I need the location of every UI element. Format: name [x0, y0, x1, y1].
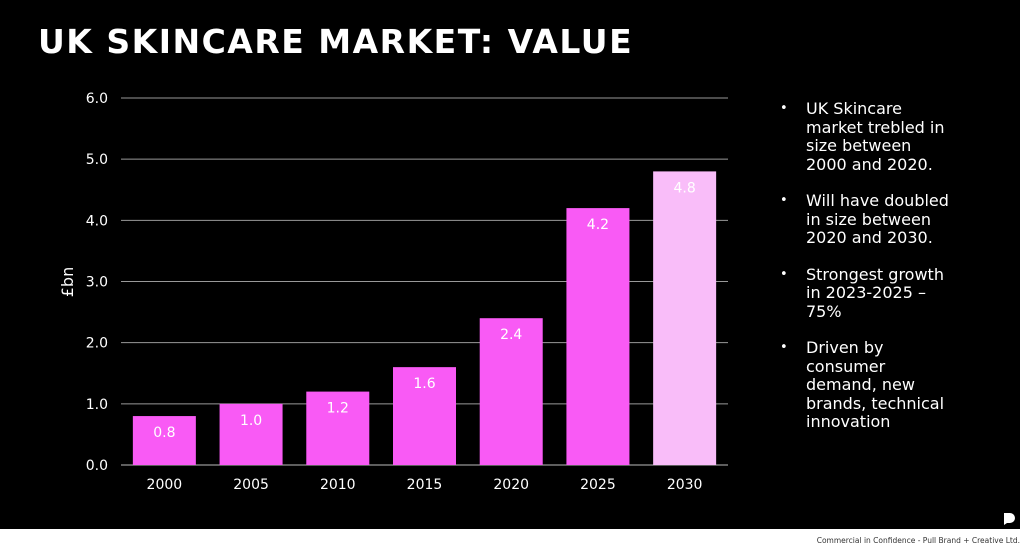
data-label: 1.0 — [240, 413, 262, 429]
y-tick-label: 4.0 — [86, 213, 108, 229]
slide: UK SKINCARE MARKET: VALUE 0.0 1.0 2.0 3.0 4.… — [0, 0, 1020, 529]
bullet-item: Strongest growth in 2023-2025 – 75% — [780, 265, 950, 322]
bullet-item: Will have doubled in size between 2020 a… — [780, 191, 950, 248]
y-axis-label: £bn — [58, 267, 77, 297]
data-label: 4.2 — [587, 217, 609, 233]
data-label: 0.8 — [153, 425, 175, 441]
y-tick-label: 6.0 — [86, 91, 108, 107]
x-tick-label: 2005 — [233, 477, 269, 493]
y-tick-label: 1.0 — [86, 397, 108, 413]
y-tick-label: 5.0 — [86, 152, 108, 168]
x-tick-label: 2010 — [320, 477, 356, 493]
y-tick-label: 0.0 — [86, 458, 108, 474]
bar — [393, 367, 456, 465]
bar-chart: 0.0 1.0 2.0 3.0 4.0 5.0 6.0 0.8 2000 1.0 2005 1.2 20… — [58, 91, 728, 493]
y-tick-label: 2.0 — [86, 336, 108, 352]
data-label: 4.8 — [674, 180, 696, 196]
y-tick-label: 3.0 — [86, 275, 108, 291]
data-label: 1.2 — [327, 401, 349, 417]
x-tick-label: 2025 — [580, 477, 616, 493]
x-tick-label: 2015 — [407, 477, 443, 493]
data-label: 2.4 — [500, 327, 522, 343]
bullet-item: UK Skincare market trebled in size betwe… — [780, 99, 950, 174]
footer-text: Commercial in Confidence - Pull Brand + … — [816, 536, 1020, 545]
bullet-item: Driven by consumer demand, new brands, t… — [780, 338, 950, 432]
x-tick-label: 2020 — [493, 477, 529, 493]
bar — [306, 391, 370, 465]
bar — [566, 208, 630, 465]
data-label: 1.6 — [413, 376, 435, 392]
bar — [653, 171, 717, 465]
bar — [479, 318, 543, 465]
speech-bubble-logo-icon — [1004, 513, 1015, 525]
bar — [132, 416, 196, 465]
bar — [219, 403, 283, 465]
x-tick-label: 2030 — [667, 477, 703, 493]
bullet-list: UK Skincare market trebled in size betwe… — [780, 99, 950, 450]
slide-title: UK SKINCARE MARKET: VALUE — [38, 22, 634, 61]
x-tick-label: 2000 — [147, 477, 183, 493]
